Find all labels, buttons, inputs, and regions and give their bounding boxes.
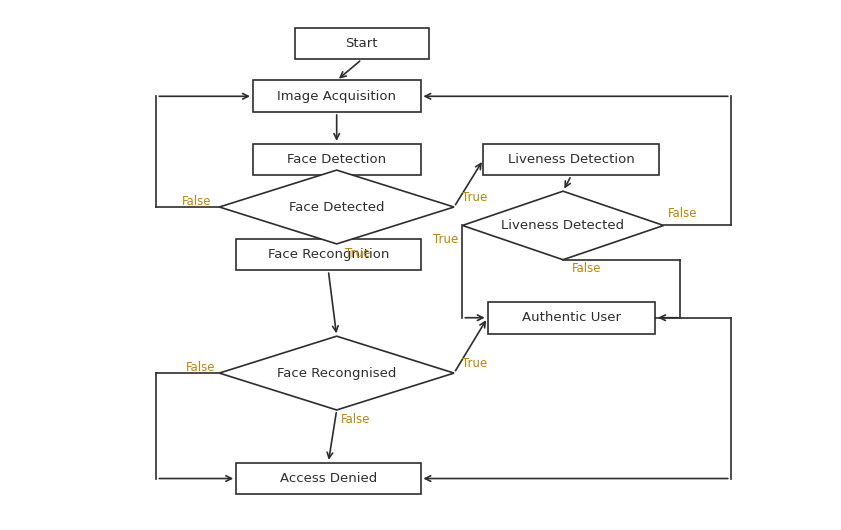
Text: Face Recongnised: Face Recongnised [277, 367, 396, 379]
Text: Liveness Detected: Liveness Detected [501, 219, 625, 232]
Text: True: True [463, 357, 488, 370]
FancyBboxPatch shape [294, 28, 429, 59]
FancyBboxPatch shape [236, 238, 420, 270]
Text: Face Recongnition: Face Recongnition [267, 248, 389, 261]
FancyBboxPatch shape [253, 81, 420, 112]
Text: False: False [571, 262, 600, 276]
Text: True: True [433, 233, 458, 246]
Text: Face Detection: Face Detection [287, 153, 386, 166]
Text: Liveness Detection: Liveness Detection [508, 153, 635, 166]
Text: Authentic User: Authentic User [522, 311, 621, 324]
FancyBboxPatch shape [484, 144, 659, 175]
Text: Face Detected: Face Detected [289, 200, 384, 214]
Text: False: False [182, 195, 211, 208]
Text: False: False [668, 207, 697, 220]
FancyBboxPatch shape [236, 463, 420, 494]
Text: Image Acquisition: Image Acquisition [278, 90, 396, 103]
Text: False: False [186, 361, 215, 374]
Text: True: True [463, 191, 488, 205]
Text: False: False [341, 413, 370, 426]
FancyBboxPatch shape [488, 302, 655, 333]
Polygon shape [463, 191, 664, 260]
Text: Start: Start [346, 37, 378, 50]
Polygon shape [220, 336, 454, 410]
Text: True: True [345, 246, 370, 260]
Text: Access Denied: Access Denied [280, 472, 377, 485]
Polygon shape [220, 170, 454, 244]
FancyBboxPatch shape [253, 144, 420, 175]
